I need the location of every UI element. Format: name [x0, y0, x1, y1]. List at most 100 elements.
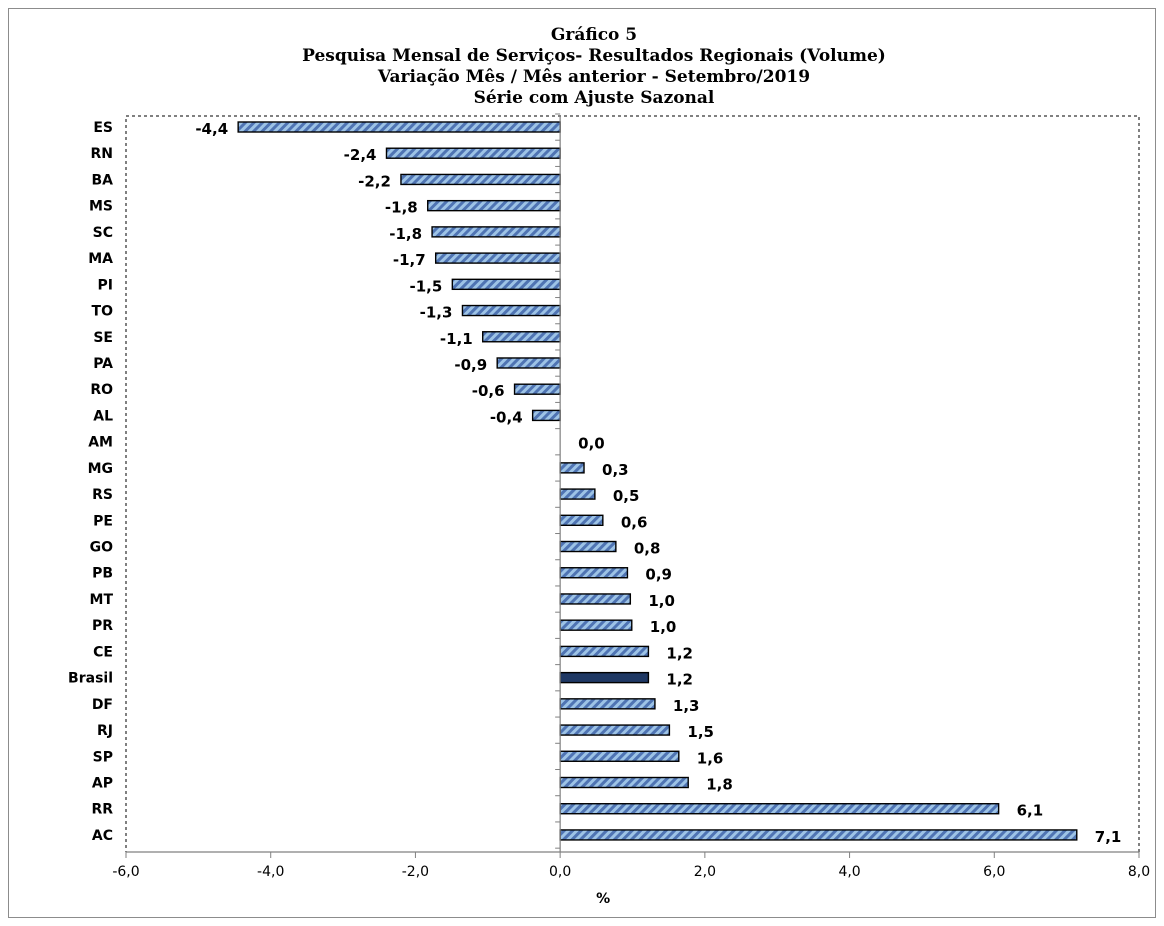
value-label-ms: -1,8	[385, 199, 418, 217]
bar-es	[237, 121, 561, 133]
value-label-rn: -2,4	[344, 146, 377, 164]
chart-title-line-4: Série com Ajuste Sazonal	[474, 88, 715, 108]
category-label-df: DF	[92, 697, 113, 713]
category-label-es: ES	[93, 120, 113, 136]
bar-se	[482, 331, 561, 343]
category-label-to: TO	[92, 304, 114, 320]
value-label-ac: 7,1	[1095, 828, 1122, 846]
value-label-am: 0,0	[578, 435, 605, 453]
x-tick-label: 2,0	[694, 864, 716, 880]
bar-to	[461, 304, 561, 317]
labels: ES -4,4 RN -2,4 BA -2,2 MS -1,8 SC -1,8 MA -1,7 PI -1…	[68, 120, 1150, 907]
chart-title-line-2: Pesquisa Mensal de Serviços- Resultados …	[302, 46, 886, 66]
x-tick-label: 0,0	[549, 864, 571, 880]
bar-pr	[559, 619, 633, 631]
category-label-brasil: Brasil	[68, 671, 113, 687]
category-label-rr: RR	[91, 802, 113, 818]
value-label-rs: 0,5	[613, 487, 640, 505]
bar-go	[559, 540, 617, 553]
value-label-to: -1,3	[420, 304, 453, 322]
category-label-ms: MS	[89, 199, 113, 215]
bar-ac	[559, 829, 1078, 841]
bar-ma	[434, 252, 561, 264]
bar-ba	[400, 173, 561, 186]
category-label-pb: PB	[92, 566, 113, 582]
chart-frame: Gráfico 5 Pesquisa Mensal de Serviços- Re…	[8, 8, 1156, 918]
bar-rj	[559, 724, 671, 736]
bar-sp	[559, 750, 680, 762]
value-label-mt: 1,0	[648, 592, 675, 610]
category-label-pa: PA	[93, 356, 113, 372]
value-label-df: 1,3	[673, 697, 700, 715]
bar-sc	[431, 226, 561, 238]
category-label-ce: CE	[93, 644, 113, 660]
category-label-rj: RJ	[97, 723, 113, 739]
category-label-ro: RO	[90, 382, 113, 398]
x-tick-label: -6,0	[112, 864, 139, 880]
bar-mg	[559, 462, 585, 474]
category-label-pr: PR	[92, 618, 113, 634]
value-label-se: -1,1	[440, 330, 473, 348]
value-label-ma: -1,7	[393, 251, 426, 269]
category-label-go: GO	[90, 540, 113, 556]
value-label-brasil: 1,2	[666, 671, 693, 689]
value-label-go: 0,8	[634, 540, 661, 558]
value-label-rj: 1,5	[687, 723, 714, 741]
value-label-pi: -1,5	[410, 277, 443, 295]
chart-title-line-3: Variação Mês / Mês anterior - Setembro/2…	[377, 67, 810, 87]
value-label-pb: 0,9	[645, 566, 672, 584]
bar-al	[531, 409, 561, 422]
value-label-ro: -0,6	[472, 382, 505, 400]
category-label-al: AL	[93, 408, 113, 424]
value-label-mg: 0,3	[602, 461, 629, 479]
bar-ms	[427, 199, 561, 212]
category-label-am: AM	[88, 435, 113, 451]
category-label-ap: AP	[92, 776, 113, 792]
category-label-ac: AC	[92, 828, 113, 844]
bar-rn	[385, 147, 561, 159]
x-tick-label: 6,0	[983, 864, 1005, 880]
value-label-al: -0,4	[490, 408, 523, 426]
x-tick-label: 8,0	[1128, 864, 1150, 880]
category-label-rs: RS	[92, 487, 113, 503]
bar-mt	[559, 593, 632, 605]
bar-pe	[559, 514, 604, 526]
value-label-pe: 0,6	[621, 513, 648, 531]
category-label-ba: BA	[91, 172, 113, 188]
chart-title-line-1: Gráfico 5	[551, 25, 637, 45]
category-label-se: SE	[93, 330, 113, 346]
value-label-ce: 1,2	[666, 644, 693, 662]
category-label-sp: SP	[93, 749, 113, 765]
axes	[125, 113, 1140, 858]
category-label-pe: PE	[93, 513, 113, 529]
bar-df	[559, 698, 656, 710]
bar-ro	[513, 383, 561, 395]
value-label-sc: -1,8	[389, 225, 422, 243]
bars	[237, 121, 1078, 841]
x-tick-label: 4,0	[838, 864, 860, 880]
value-label-pa: -0,9	[454, 356, 487, 374]
x-tick-label: -4,0	[257, 864, 284, 880]
bar-ap	[559, 776, 689, 789]
bar-ce	[559, 645, 650, 658]
plot-area	[125, 115, 1140, 853]
bar-rs	[559, 488, 596, 500]
x-tick-label: -2,0	[402, 864, 429, 880]
bar-pb	[559, 567, 629, 579]
bar-pa	[496, 357, 561, 369]
category-label-mg: MG	[88, 461, 113, 477]
value-label-es: -4,4	[195, 120, 228, 138]
category-label-sc: SC	[93, 225, 113, 241]
value-label-ba: -2,2	[358, 172, 391, 190]
category-label-mt: MT	[90, 592, 114, 608]
x-axis-title: %	[596, 891, 610, 907]
bar-pi	[451, 278, 561, 291]
value-label-pr: 1,0	[650, 618, 677, 636]
value-label-rr: 6,1	[1017, 802, 1044, 820]
category-label-rn: RN	[91, 146, 114, 162]
value-label-ap: 1,8	[706, 776, 733, 794]
category-label-ma: MA	[88, 251, 113, 267]
bar-brasil	[559, 671, 650, 684]
